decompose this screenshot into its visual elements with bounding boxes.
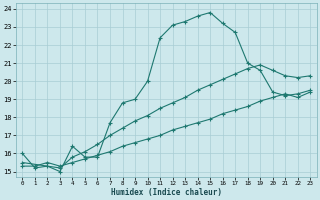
- X-axis label: Humidex (Indice chaleur): Humidex (Indice chaleur): [111, 188, 222, 197]
